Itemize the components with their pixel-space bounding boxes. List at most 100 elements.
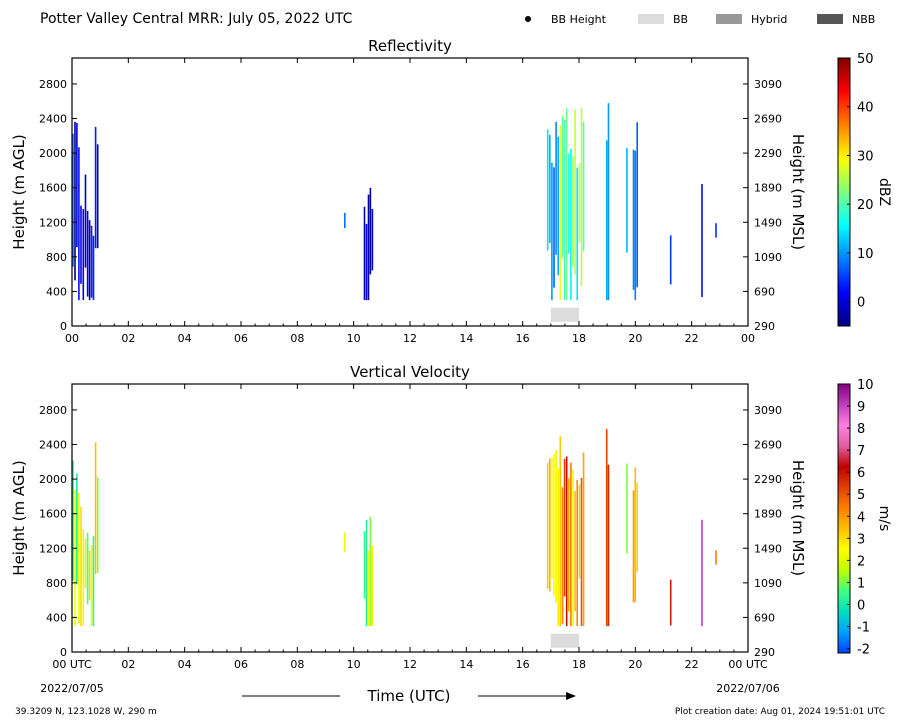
velocity-colorbar-tick-label: 5: [857, 488, 865, 503]
velocity-y-tick-label: 800: [46, 577, 67, 590]
velocity-colorbar-tick-label: 1: [857, 576, 865, 591]
velocity-y-tick-label: 0: [60, 646, 67, 659]
legend-label-bb-height: BB Height: [551, 13, 607, 26]
reflectivity-plot-frame: [71, 57, 749, 327]
velocity-y-tick-label: 400: [46, 611, 67, 624]
legend-label-bb: BB: [673, 13, 688, 26]
velocity-colorbar-tick-label: 0: [857, 598, 865, 613]
time-arrow-head: [566, 692, 576, 700]
velocity-x-tick-label: 06: [234, 658, 248, 671]
reflectivity-y-tick-label: 2800: [39, 78, 67, 91]
reflectivity-colorbar-tick-label: 0: [857, 296, 865, 311]
legend-label-hybrid: Hybrid: [751, 13, 787, 26]
reflectivity-y-tick-label: 1600: [39, 182, 67, 195]
reflectivity-x-tick-label: 20: [628, 332, 642, 345]
reflectivity-colorbar-tick-label: 40: [857, 101, 874, 116]
time-axis-label: Time (UTC): [367, 687, 451, 705]
velocity-plot-frame: [71, 383, 749, 653]
reflectivity-y2-tick-label: 1090: [754, 251, 782, 264]
legend-patch-bb: [638, 14, 664, 24]
velocity-x-tick-label: 12: [403, 658, 417, 671]
reflectivity-x-tick-label: 22: [685, 332, 699, 345]
velocity-colorbar-tick-label: -1: [857, 621, 870, 636]
velocity-x-tick-label: 08: [290, 658, 304, 671]
velocity-x-tick-label: 00 UTC: [728, 658, 768, 671]
velocity-x-tick-label: 00 UTC: [52, 658, 92, 671]
reflectivity-x-tick-label: 04: [178, 332, 192, 345]
reflectivity-y-tick-label: 2000: [39, 147, 67, 160]
reflectivity-y2-tick-label: 1490: [754, 216, 782, 229]
legend-label-nbb: NBB: [852, 13, 875, 26]
velocity-y2-tick-label: 690: [754, 611, 775, 624]
reflectivity-x-tick-label: 18: [572, 332, 586, 345]
velocity-data: [72, 428, 717, 627]
end-date-label: 2022/07/06: [716, 682, 779, 695]
legend-patch-nbb: [817, 14, 843, 24]
reflectivity-x-tick-label: 00: [741, 332, 755, 345]
page-title: Potter Valley Central MRR: July 05, 2022…: [40, 11, 353, 27]
reflectivity-colorbar-tick-label: 20: [857, 198, 874, 213]
velocity-x-tick-label: 22: [685, 658, 699, 671]
velocity-bright-band: [550, 633, 579, 648]
reflectivity-y-tick-label: 1200: [39, 216, 67, 229]
reflectivity-ylabel: Height (m AGL): [10, 134, 28, 249]
velocity-colorbar-tick-label: 8: [857, 422, 865, 437]
velocity-colorbar-tick-label: 9: [857, 400, 865, 415]
creation-date-text: Plot creation date: Aug 01, 2024 19:51:0…: [675, 707, 885, 717]
reflectivity-colorbar-label: dBZ: [876, 178, 892, 206]
velocity-x-tick-label: 04: [178, 658, 192, 671]
velocity-colorbar-tick-label: 4: [857, 510, 865, 525]
reflectivity-y-tick-label: 400: [46, 285, 67, 298]
velocity-y2-tick-label: 1090: [754, 577, 782, 590]
reflectivity-y-tick-label: 800: [46, 251, 67, 264]
velocity-y-tick-label: 2800: [39, 404, 67, 417]
velocity-x-tick-label: 16: [516, 658, 530, 671]
velocity-x-tick-label: 18: [572, 658, 586, 671]
velocity-y2-tick-label: 1890: [754, 508, 782, 521]
reflectivity-x-tick-label: 08: [290, 332, 304, 345]
reflectivity-y2-tick-label: 3090: [754, 78, 782, 91]
velocity-y2-tick-label: 3090: [754, 404, 782, 417]
velocity-y2-tick-label: 2290: [754, 473, 782, 486]
velocity-colorbar-tick-label: 10: [857, 378, 874, 393]
velocity-ylabel: Height (m AGL): [10, 460, 28, 575]
legend-patch-hybrid: [716, 14, 742, 24]
velocity-colorbar-tick-label: 7: [857, 444, 865, 459]
reflectivity-x-tick-label: 06: [234, 332, 248, 345]
velocity-colorbar-tick-label: -2: [857, 643, 870, 658]
reflectivity-bright-band: [550, 307, 579, 322]
reflectivity-colorbar: [837, 57, 851, 327]
location-text: 39.3209 N, 123.1028 W, 290 m: [15, 707, 157, 717]
velocity-title: Vertical Velocity: [350, 363, 470, 381]
reflectivity-x-tick-label: 10: [347, 332, 361, 345]
velocity-colorbar-tick-label: 2: [857, 554, 865, 569]
reflectivity-x-tick-label: 00: [65, 332, 79, 345]
reflectivity-colorbar-tick-label: 50: [857, 52, 874, 67]
reflectivity-colorbar-tick-label: 10: [857, 247, 874, 262]
velocity-y-tick-label: 2000: [39, 473, 67, 486]
reflectivity-colorbar-tick-label: 30: [857, 149, 874, 164]
velocity-y-tick-label: 1200: [39, 542, 67, 555]
velocity-colorbar-tick-label: 6: [857, 466, 865, 481]
reflectivity-y2-tick-label: 690: [754, 285, 775, 298]
reflectivity-x-tick-label: 02: [121, 332, 135, 345]
reflectivity-y-tick-label: 0: [60, 320, 67, 333]
velocity-y-tick-label: 2400: [39, 439, 67, 452]
velocity-y-tick-label: 1600: [39, 508, 67, 521]
reflectivity-y2-tick-label: 2290: [754, 147, 782, 160]
reflectivity-x-tick-label: 14: [459, 332, 473, 345]
velocity-x-tick-label: 02: [121, 658, 135, 671]
legend-marker-bb-height: [525, 16, 531, 22]
velocity-x-tick-label: 10: [347, 658, 361, 671]
velocity-y2-tick-label: 1490: [754, 542, 782, 555]
reflectivity-x-tick-label: 16: [516, 332, 530, 345]
velocity-y2-tick-label: 2690: [754, 439, 782, 452]
reflectivity-y2label: Height (m MSL): [789, 134, 807, 250]
reflectivity-title: Reflectivity: [368, 37, 452, 55]
velocity-colorbar-tick-label: 3: [857, 532, 865, 547]
reflectivity-y2-tick-label: 290: [754, 320, 775, 333]
velocity-x-tick-label: 14: [459, 658, 473, 671]
